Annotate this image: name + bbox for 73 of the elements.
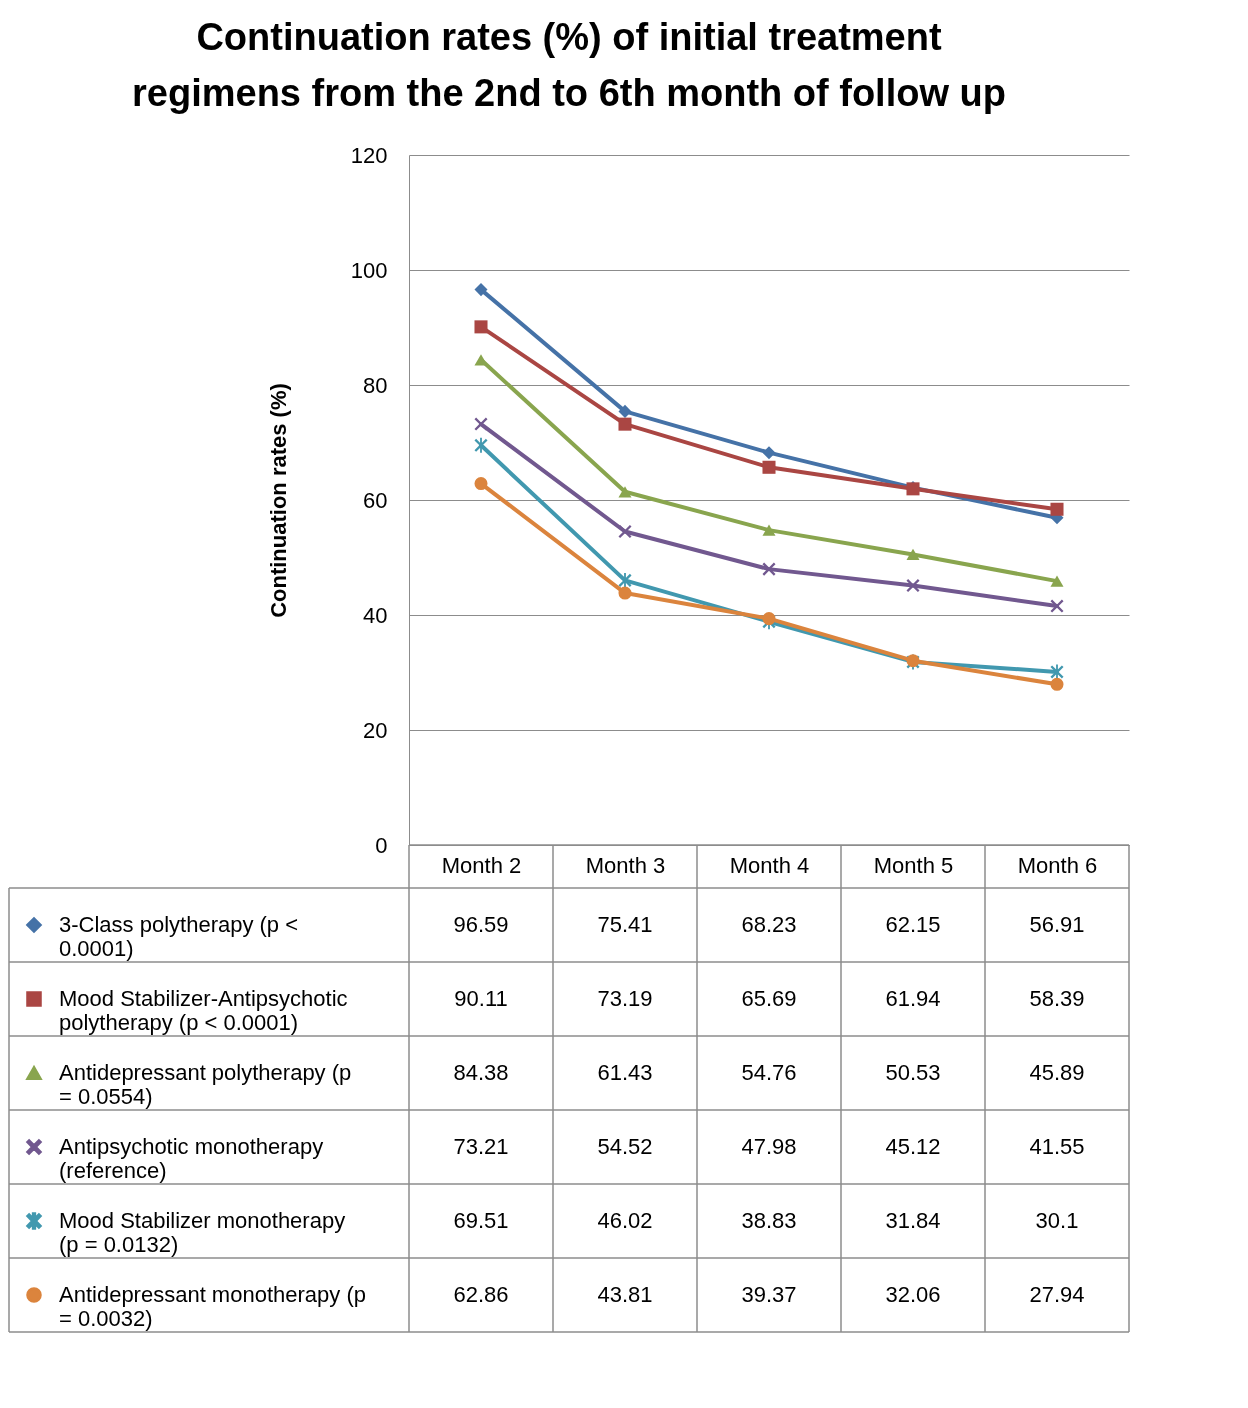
data-label: 65.69 — [741, 986, 797, 1011]
y-tick-label: 120 — [350, 142, 388, 168]
data-label: 54.76 — [741, 1060, 797, 1085]
data-label: 31.84 — [885, 1208, 941, 1233]
point — [474, 417, 488, 431]
data-label: 38.83 — [741, 1208, 797, 1233]
point — [618, 524, 632, 539]
data-label: 45.12 — [885, 1134, 941, 1159]
legend-label: Antidepressant monotherapy (p = 0.0032) — [59, 1282, 366, 1331]
y-tick-label: 40 — [363, 602, 388, 628]
data-label: 46.02 — [597, 1208, 653, 1233]
point — [1050, 599, 1064, 613]
point — [474, 477, 488, 491]
data-label: 61.94 — [885, 986, 941, 1011]
point — [474, 437, 488, 453]
point — [762, 460, 776, 474]
data-label: 54.52 — [597, 1134, 653, 1159]
data-label: 39.37 — [741, 1282, 797, 1307]
point — [1050, 575, 1064, 587]
y-tick-label: 60 — [363, 487, 388, 513]
data-label: 96.59 — [453, 912, 509, 937]
legend-label: Antidepressant polytherapy (p = 0.0554) — [59, 1060, 352, 1109]
point — [474, 354, 488, 366]
point — [906, 579, 920, 593]
data-label: 75.41 — [597, 912, 653, 937]
data-label: 68.23 — [741, 912, 797, 937]
point — [1050, 502, 1064, 516]
data-label: 45.89 — [1029, 1060, 1085, 1085]
data-label: 69.51 — [453, 1208, 509, 1233]
point — [618, 404, 632, 418]
point — [618, 572, 632, 588]
x-tick-label: Month 3 — [585, 852, 666, 878]
data-label: 32.06 — [885, 1282, 941, 1307]
data-label: 43.81 — [597, 1282, 653, 1307]
data-label: 50.53 — [885, 1060, 941, 1085]
y-axis-title: Continuation rates (%) — [265, 383, 291, 618]
data-label: 27.94 — [1029, 1282, 1085, 1307]
data-label: 41.55 — [1029, 1134, 1085, 1159]
x-tick-label: Month 5 — [873, 852, 954, 878]
point — [762, 446, 776, 460]
point — [1050, 677, 1064, 691]
x-tick-label: Month 2 — [441, 852, 522, 878]
data-label: 47.98 — [741, 1134, 797, 1159]
data-label: 62.15 — [885, 912, 941, 937]
point — [618, 586, 632, 600]
x-tick-label: Month 6 — [1017, 852, 1098, 878]
data-label: 90.11 — [454, 986, 508, 1011]
x-tick-label: Month 4 — [729, 852, 810, 878]
chart-title: Continuation rates (%) of initial treatment regimens from the 2nd to 6th month of follow up — [132, 16, 1006, 114]
y-tick-label: 0 — [375, 832, 388, 858]
point — [762, 562, 776, 576]
point — [474, 283, 488, 297]
y-tick-label: 20 — [363, 717, 388, 743]
point — [906, 548, 920, 561]
data-label: 84.38 — [453, 1060, 509, 1085]
point — [474, 320, 488, 334]
point — [618, 417, 632, 431]
data-label: 56.91 — [1029, 912, 1085, 937]
data-label: 73.19 — [597, 986, 653, 1011]
legend-label: 3-Class polytherapy (p < 0.0001) — [59, 912, 299, 961]
legend-label: Mood Stabilizer-Antipsychotic polytherapy (p < 0.0001) — [59, 986, 348, 1035]
y-tick-label: 80 — [363, 372, 388, 398]
data-label: 62.86 — [453, 1282, 509, 1307]
legend-label: Antipsychotic monotherapy (reference) — [59, 1134, 324, 1183]
legend-label: Mood Stabilizer monotherapy (p = 0.0132) — [59, 1208, 346, 1257]
point — [762, 524, 776, 536]
data-label: 58.39 — [1029, 986, 1085, 1011]
data-label: 73.21 — [453, 1134, 509, 1159]
point — [762, 612, 776, 626]
y-tick-label: 100 — [350, 257, 388, 283]
data-label: 30.1 — [1035, 1208, 1079, 1233]
data-label: 61.43 — [597, 1060, 653, 1085]
point — [618, 486, 632, 498]
